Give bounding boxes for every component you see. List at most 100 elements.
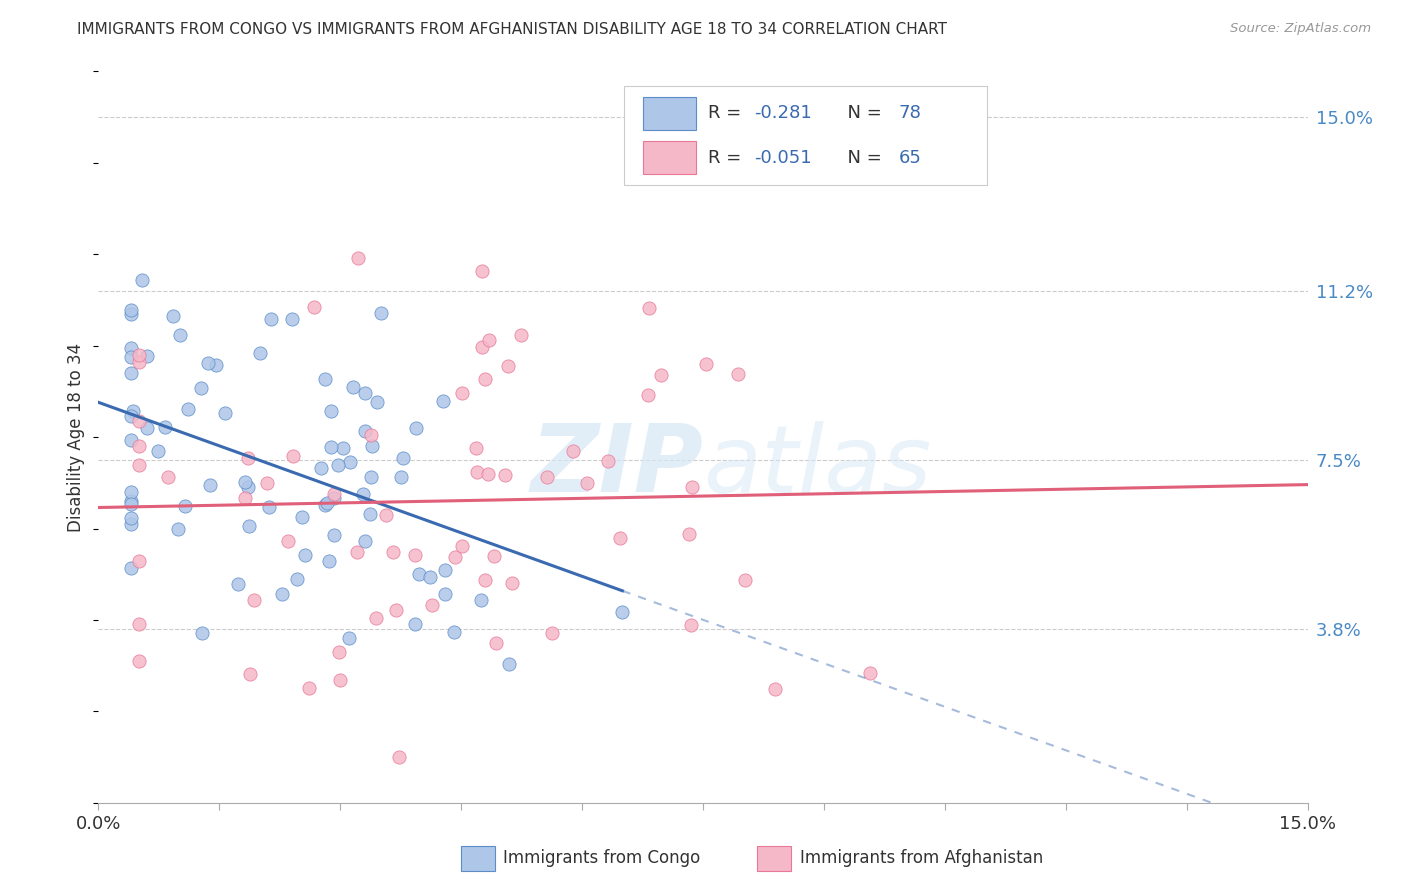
Point: [128, 355, 150, 369]
Point: [353, 487, 375, 501]
Point: [679, 618, 702, 632]
Point: [298, 681, 321, 696]
Point: [433, 563, 456, 577]
FancyBboxPatch shape: [758, 846, 792, 871]
Point: [120, 497, 142, 511]
Point: [734, 573, 756, 587]
Point: [478, 334, 501, 348]
Point: [353, 424, 375, 438]
Point: [236, 450, 259, 465]
Text: N =: N =: [837, 104, 887, 122]
Point: [120, 307, 142, 321]
Point: [360, 428, 382, 442]
Point: [120, 511, 142, 525]
Point: [337, 631, 360, 645]
Point: [198, 477, 221, 491]
Point: [128, 554, 150, 568]
Point: [444, 550, 467, 565]
Point: [120, 433, 142, 447]
Point: [496, 359, 519, 374]
Point: [638, 301, 661, 316]
Text: atlas: atlas: [703, 421, 931, 512]
Point: [287, 572, 309, 586]
Text: 78: 78: [898, 104, 922, 122]
Point: [281, 450, 304, 464]
Point: [294, 548, 316, 562]
Point: [322, 528, 344, 542]
Point: [177, 402, 200, 417]
Point: [128, 414, 150, 428]
Point: [322, 491, 344, 505]
Point: [465, 441, 488, 455]
Point: [332, 441, 354, 455]
Point: [433, 587, 456, 601]
Point: [238, 480, 260, 494]
Point: [562, 444, 585, 458]
Point: [389, 469, 412, 483]
Point: [197, 355, 219, 369]
Point: [153, 420, 176, 434]
Point: [375, 508, 398, 522]
Point: [609, 531, 631, 545]
Point: [482, 549, 505, 563]
Point: [277, 534, 299, 549]
Text: Immigrants from Afghanistan: Immigrants from Afghanistan: [800, 848, 1043, 867]
Point: [190, 381, 212, 395]
Point: [366, 611, 388, 625]
Point: [637, 388, 659, 402]
Point: [191, 625, 214, 640]
Point: [727, 368, 749, 382]
Point: [470, 593, 492, 607]
Point: [404, 616, 426, 631]
Point: [381, 545, 404, 559]
Point: [451, 539, 474, 553]
Point: [347, 251, 370, 265]
Point: [420, 598, 443, 612]
Point: [120, 409, 142, 423]
Point: [509, 328, 531, 343]
Point: [169, 327, 191, 342]
Point: [388, 750, 411, 764]
Point: [859, 666, 882, 681]
Point: [470, 340, 492, 354]
Point: [360, 469, 382, 483]
Point: [259, 312, 281, 326]
Point: [148, 444, 170, 458]
Point: [167, 522, 190, 536]
FancyBboxPatch shape: [624, 86, 987, 185]
Text: R =: R =: [707, 104, 747, 122]
Y-axis label: Disability Age 18 to 34: Disability Age 18 to 34: [67, 343, 86, 532]
Point: [501, 575, 523, 590]
Point: [418, 569, 440, 583]
Text: -0.281: -0.281: [754, 104, 811, 122]
Point: [120, 366, 142, 380]
Text: Immigrants from Congo: Immigrants from Congo: [503, 848, 700, 867]
Point: [120, 516, 142, 531]
Point: [128, 439, 150, 453]
FancyBboxPatch shape: [643, 96, 696, 129]
Point: [354, 534, 377, 549]
Point: [432, 394, 454, 409]
Point: [451, 386, 474, 401]
Point: [120, 485, 142, 500]
Point: [342, 380, 364, 394]
Point: [339, 455, 361, 469]
Point: [242, 592, 264, 607]
Point: [477, 467, 499, 481]
Point: [204, 358, 226, 372]
Point: [576, 476, 599, 491]
Point: [536, 470, 558, 484]
Point: [695, 357, 717, 371]
Point: [405, 421, 427, 435]
Text: ZIP: ZIP: [530, 420, 703, 512]
Point: [120, 350, 142, 364]
Point: [318, 554, 340, 568]
Point: [135, 421, 157, 435]
Point: [346, 545, 368, 559]
Point: [128, 654, 150, 668]
Point: [128, 348, 150, 362]
Point: [257, 500, 280, 515]
Point: [162, 309, 184, 323]
Point: [238, 518, 260, 533]
Point: [540, 625, 562, 640]
